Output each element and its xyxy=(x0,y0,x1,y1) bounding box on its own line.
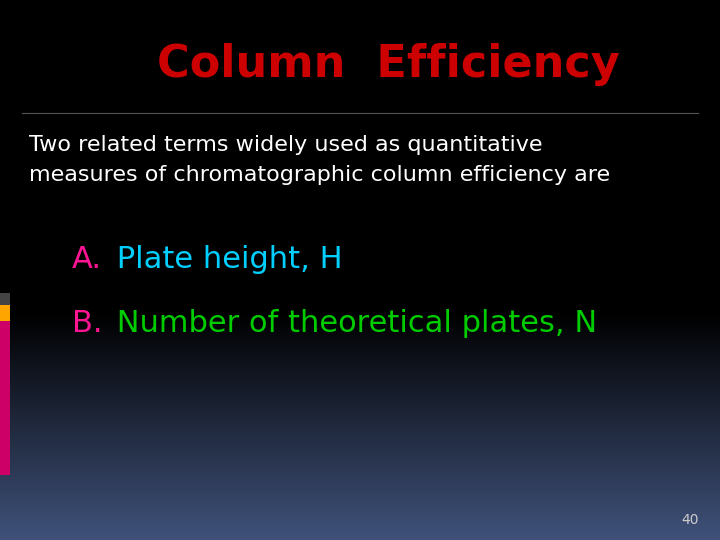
Text: Column  Efficiency: Column Efficiency xyxy=(158,43,620,86)
Text: B.: B. xyxy=(72,309,102,339)
Bar xyxy=(0,305,10,321)
Text: 40: 40 xyxy=(681,512,698,526)
Text: Plate height, H: Plate height, H xyxy=(107,245,342,274)
Text: A.: A. xyxy=(72,245,102,274)
Bar xyxy=(0,293,10,305)
Bar xyxy=(0,321,10,475)
Text: Number of theoretical plates, N: Number of theoretical plates, N xyxy=(107,309,597,339)
Text: Two related terms widely used as quantitative
measures of chromatographic column: Two related terms widely used as quantit… xyxy=(29,135,610,185)
